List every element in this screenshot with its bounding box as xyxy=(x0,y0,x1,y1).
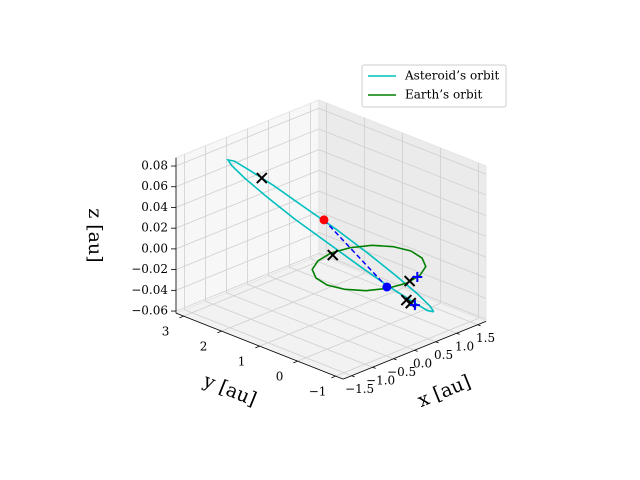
legend-label: Asteroid’s orbit xyxy=(404,69,499,83)
y-tick xyxy=(217,330,222,334)
legend-label: Earth’s orbit xyxy=(405,88,482,102)
grid-line xyxy=(318,107,487,175)
z-tick-label: 0.04 xyxy=(141,200,168,214)
x-tick-label: 0.0 xyxy=(413,357,432,371)
x-tick-label: 1.0 xyxy=(455,340,474,354)
x-tick xyxy=(435,341,439,344)
grid-line xyxy=(318,252,487,320)
x-tick-label: −1.5 xyxy=(345,382,374,396)
y-tick xyxy=(293,360,298,364)
y-tick xyxy=(331,375,336,379)
y-tick xyxy=(179,315,184,319)
z-tick-label: 0.00 xyxy=(141,241,168,255)
grid-line xyxy=(175,211,319,270)
z-tick-label: 0.06 xyxy=(141,179,168,193)
marker xyxy=(327,249,339,261)
x-tick xyxy=(456,332,460,335)
grid-line xyxy=(183,257,327,317)
y-tick-label: 0 xyxy=(276,370,284,384)
y-tick-label: −1 xyxy=(309,385,327,399)
grid-line xyxy=(175,128,319,188)
grid-line xyxy=(318,190,487,258)
y-tick xyxy=(255,345,260,349)
marker xyxy=(412,272,423,282)
grid-line xyxy=(318,170,487,237)
grid-line xyxy=(175,232,319,291)
grid-line xyxy=(259,287,403,347)
marker xyxy=(409,300,420,311)
x-tick-label: −0.5 xyxy=(387,365,416,379)
z-tick-label: −0.02 xyxy=(131,262,168,276)
y-tick-label: 2 xyxy=(200,340,208,354)
orbit xyxy=(311,244,427,292)
marker xyxy=(319,215,329,225)
grid-line xyxy=(335,317,479,377)
grid-line xyxy=(175,252,319,312)
z-axis-label: z [au] xyxy=(84,208,106,262)
grid-line xyxy=(221,272,365,332)
x-tick-label: 1.5 xyxy=(476,331,495,345)
grid-line xyxy=(318,211,487,279)
grid-line xyxy=(297,302,441,362)
marker xyxy=(256,172,268,184)
connector xyxy=(323,219,388,288)
x-tick xyxy=(477,324,481,327)
orbit xyxy=(226,158,435,313)
y-tick-label: 1 xyxy=(238,355,246,369)
grid-line xyxy=(175,149,319,208)
grid-line xyxy=(318,128,487,196)
x-tick xyxy=(351,375,355,378)
grid-line xyxy=(175,107,319,167)
x-tick-label: 0.5 xyxy=(434,348,453,362)
grid-line xyxy=(318,149,487,217)
z-tick-label: −0.04 xyxy=(131,283,168,297)
x-tick xyxy=(414,349,418,352)
z-tick-label: −0.06 xyxy=(131,304,168,318)
z-tick-label: 0.08 xyxy=(141,159,168,173)
grid-line xyxy=(175,170,319,229)
z-tick-label: 0.02 xyxy=(141,221,168,235)
x-tick xyxy=(393,358,397,361)
x-tick-label: −1.0 xyxy=(366,374,395,388)
x-tick xyxy=(372,366,376,369)
legend-box xyxy=(361,64,507,108)
marker xyxy=(382,282,392,292)
y-tick-label: 3 xyxy=(162,325,170,339)
